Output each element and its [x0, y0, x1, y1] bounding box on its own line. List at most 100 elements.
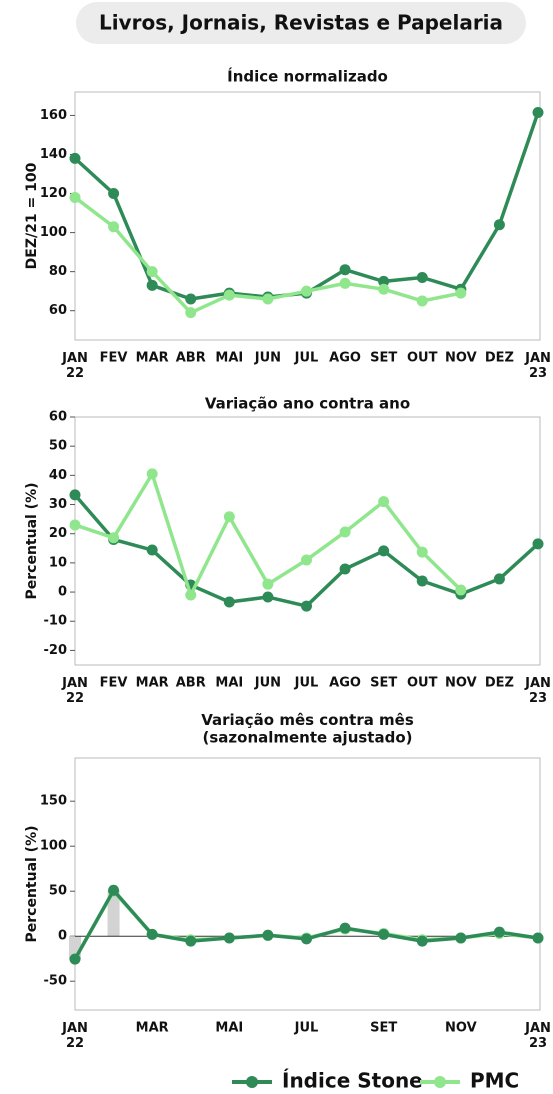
x-tick-label: MAI	[215, 676, 243, 691]
data-point	[301, 600, 312, 612]
y-tick-label: 20	[49, 526, 67, 541]
x-tick-label: ABR	[176, 351, 206, 366]
data-point	[493, 219, 505, 231]
data-point	[339, 563, 351, 575]
data-point	[301, 933, 312, 945]
data-point	[262, 578, 274, 590]
data-point	[301, 285, 312, 297]
y-tick-label: 100	[40, 839, 67, 854]
y-tick-label: 40	[49, 468, 67, 483]
data-point	[378, 928, 390, 940]
data-point	[223, 932, 235, 944]
series-line	[73, 493, 540, 608]
x-tick-label: ABR	[176, 676, 206, 691]
y-tick-label: 10	[49, 555, 67, 570]
x-tick-label: AGO	[329, 676, 361, 691]
data-point	[108, 188, 120, 200]
y-tick-label: 0	[58, 929, 67, 944]
plot-frame	[74, 91, 541, 341]
chart-title: Índice normalizado	[227, 67, 388, 86]
data-point	[262, 293, 274, 305]
y-tick-label: 50	[49, 884, 67, 899]
data-point	[185, 293, 197, 305]
data-point	[69, 191, 81, 203]
x-tick-label: JUL	[294, 351, 319, 366]
data-point	[532, 107, 544, 119]
data-point	[455, 584, 467, 596]
data-point	[493, 573, 505, 585]
data-point	[416, 935, 428, 947]
data-point	[339, 922, 351, 934]
data-point	[301, 554, 312, 566]
data-point	[262, 929, 274, 941]
y-tick-label: 150	[40, 794, 67, 809]
legend-swatch	[246, 1076, 258, 1088]
data-point	[146, 279, 158, 291]
x-tick-label: MAR	[136, 351, 169, 366]
data-point	[108, 221, 120, 233]
x-tick-label: AGO	[329, 351, 361, 366]
data-point	[532, 932, 544, 944]
x-tick-label: MAI	[215, 351, 243, 366]
x-tick-label: JUL	[294, 676, 319, 691]
x-tick-label: SET	[370, 351, 397, 366]
data-point	[493, 926, 505, 938]
x-tick-label: DEZ	[485, 351, 514, 366]
data-point	[185, 307, 197, 319]
legend-label: Índice Stone	[282, 1069, 423, 1093]
x-tick-label: FEV	[100, 676, 128, 691]
y-tick-label: -20	[44, 643, 68, 658]
y-tick-label: 30	[49, 497, 67, 512]
data-point	[223, 289, 235, 301]
x-tick-label: JAN 22	[61, 676, 88, 706]
data-point	[455, 932, 467, 944]
data-point	[378, 275, 390, 287]
data-point	[223, 596, 235, 608]
data-point	[146, 468, 158, 480]
x-tick-label: SET	[370, 676, 397, 691]
data-point	[69, 489, 81, 501]
chart-title: Variação ano contra ano	[205, 395, 410, 413]
data-point	[416, 272, 428, 284]
legend-swatch	[434, 1076, 446, 1088]
data-point	[532, 538, 544, 550]
data-point	[455, 287, 467, 299]
y-tick-label: 140	[40, 147, 67, 162]
y-tick-label: 0	[58, 585, 67, 600]
series-line	[74, 472, 463, 597]
x-tick-label: JAN 23	[524, 351, 551, 381]
x-tick-label: JAN 22	[61, 351, 88, 381]
data-point	[108, 884, 120, 896]
y-axis-label: Percentual (%)	[24, 825, 40, 942]
data-point	[146, 544, 158, 556]
y-axis-label: DEZ/21 = 100	[24, 162, 40, 269]
x-tick-label: MAR	[136, 676, 169, 691]
y-tick-label: 120	[40, 186, 67, 201]
x-tick-label: NOV	[445, 351, 477, 366]
data-point	[339, 526, 351, 538]
data-point	[69, 152, 81, 164]
plot-frame	[74, 416, 541, 666]
x-tick-label: NOV	[445, 1021, 477, 1036]
data-point	[378, 283, 390, 295]
series-line	[73, 111, 540, 301]
x-tick-label: JAN 22	[61, 1021, 88, 1051]
x-tick-label: JUL	[294, 1021, 319, 1036]
data-point	[146, 928, 158, 940]
legend-label: PMC	[470, 1069, 519, 1093]
data-point	[416, 546, 428, 558]
y-tick-label: 50	[49, 439, 67, 454]
x-tick-label: FEV	[100, 351, 128, 366]
x-tick-label: MAR	[136, 1021, 169, 1036]
data-point	[185, 589, 197, 601]
x-tick-label: OUT	[407, 676, 438, 691]
x-tick-label: MAI	[215, 1021, 243, 1036]
x-tick-label: DEZ	[485, 676, 514, 691]
x-tick-label: JAN 23	[524, 1021, 551, 1051]
data-point	[223, 511, 235, 523]
data-point	[378, 496, 390, 508]
x-tick-label: JUN	[254, 676, 281, 691]
data-point	[378, 545, 390, 557]
chart-title: Variação mês contra mês (sazonalmente aju…	[201, 711, 414, 746]
